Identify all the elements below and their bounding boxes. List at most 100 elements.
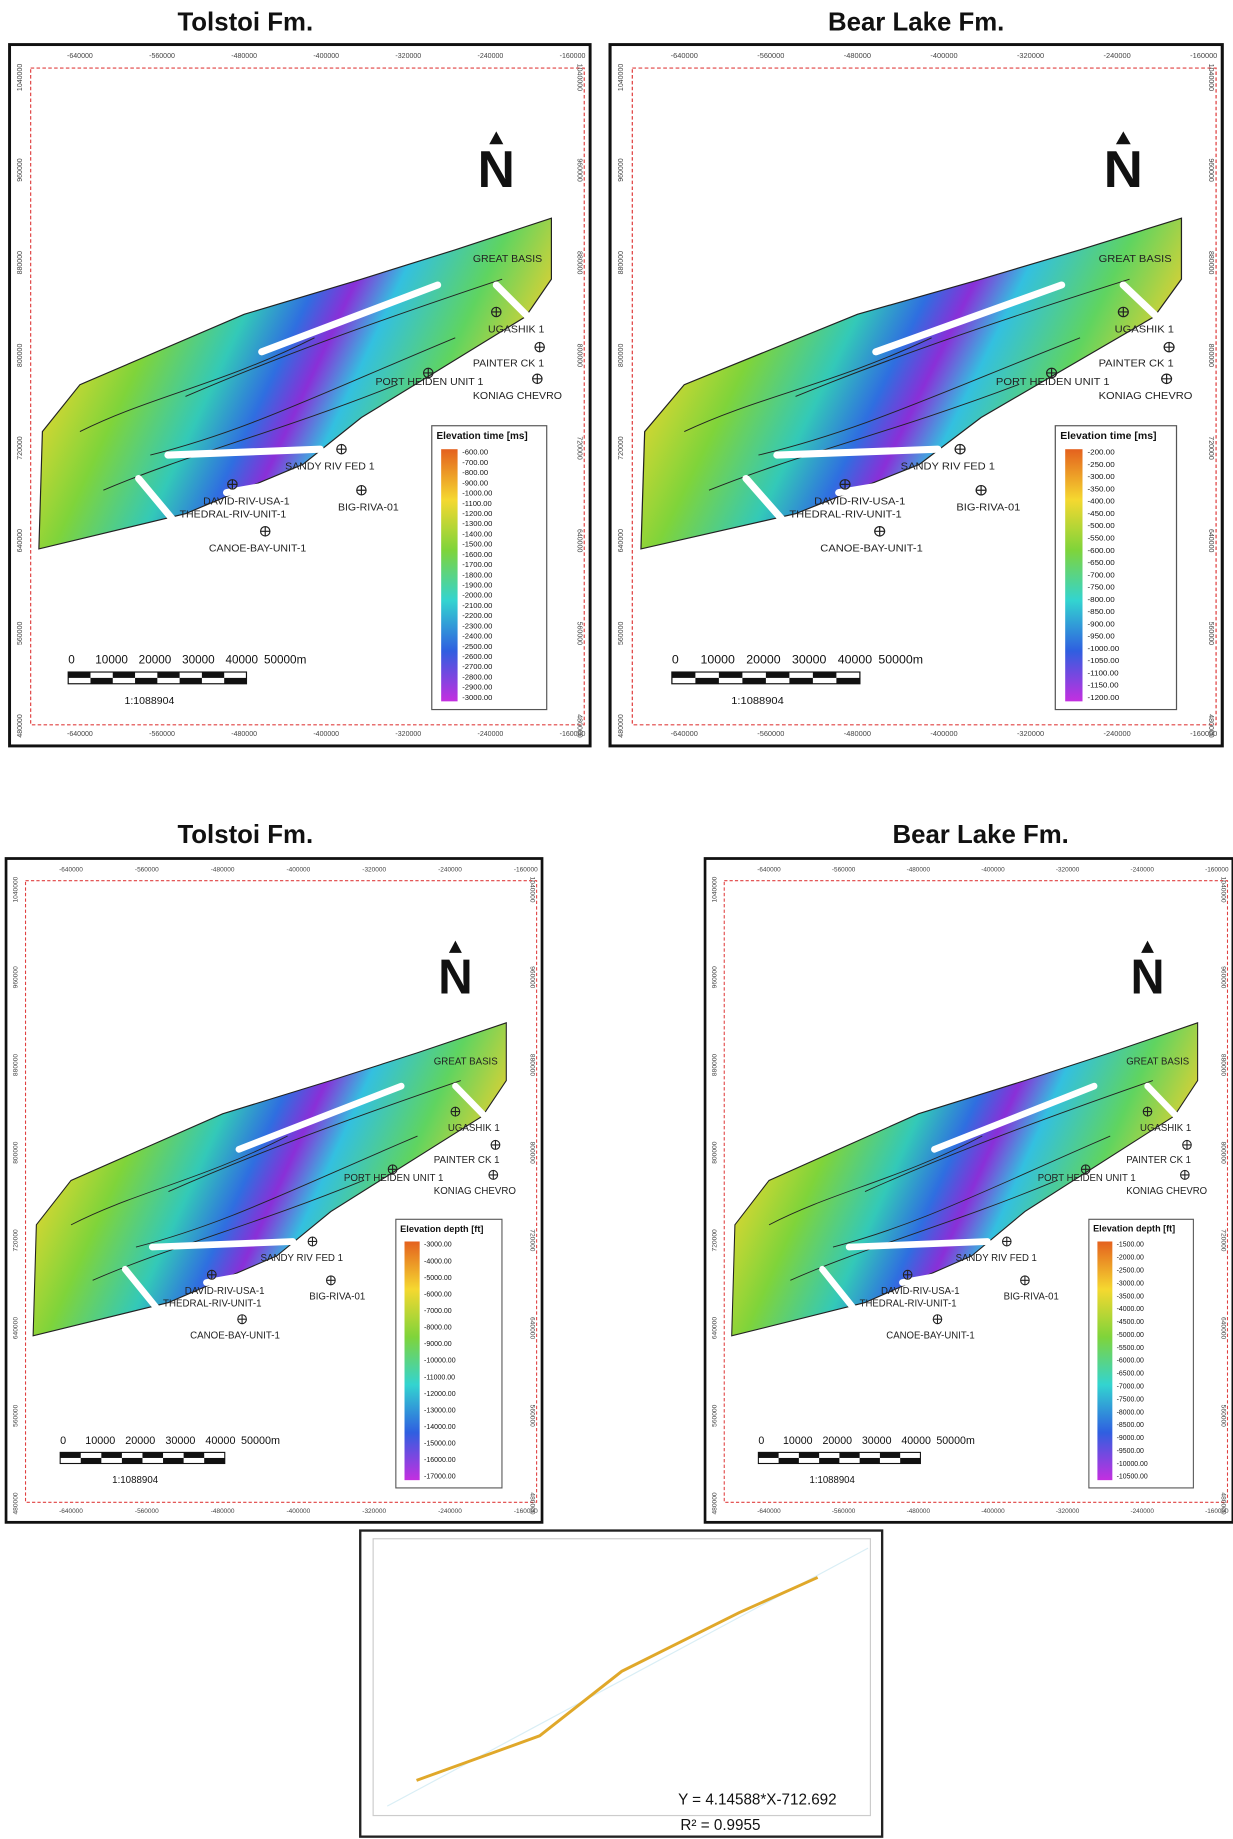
y-tick-label: 960000 xyxy=(17,158,24,182)
map-panel: -640000-640000-560000-560000-480000-4800… xyxy=(6,859,542,1523)
scale-label: 30000 xyxy=(165,1435,195,1447)
legend-value: -2900.00 xyxy=(462,683,492,692)
y-tick-label: 960000 xyxy=(576,158,583,182)
scale-label: 10000 xyxy=(700,653,735,667)
scale-label: 50000m xyxy=(241,1435,280,1447)
scale-bar xyxy=(184,1452,205,1458)
y-tick-label: 960000 xyxy=(13,966,20,989)
scale-label: 20000 xyxy=(125,1435,155,1447)
well-label: CANOE-BAY-UNIT-1 xyxy=(209,543,306,555)
x-tick-label: -160000 xyxy=(1190,51,1217,60)
legend-value: -1050.00 xyxy=(1087,656,1119,665)
y-tick-label: 960000 xyxy=(529,966,536,989)
legend-value: -1600.00 xyxy=(462,550,492,559)
well-label: BIG-RIVA-01 xyxy=(309,1292,365,1303)
well-label: DAVID-RIV-USA-1 xyxy=(814,496,905,508)
well-label: GREAT BASIS xyxy=(434,1056,498,1067)
well-label: SANDY RIV FED 1 xyxy=(901,461,995,473)
y-tick-label: 800000 xyxy=(711,1141,718,1164)
legend-title: Elevation time [ms] xyxy=(436,431,527,442)
y-tick-label: 640000 xyxy=(529,1317,536,1340)
scale-ratio: 1:1088904 xyxy=(810,1475,856,1486)
y-tick-label: 560000 xyxy=(1220,1405,1227,1428)
scale-bar xyxy=(839,1452,859,1458)
well-label: DAVID-RIV-USA-1 xyxy=(203,496,290,508)
legend-value: -6000.00 xyxy=(424,1290,452,1298)
scale-bar xyxy=(157,672,179,678)
well-label: SANDY RIV FED 1 xyxy=(285,461,375,473)
x-tick-label: -400000 xyxy=(313,53,339,60)
legend-value: -850.00 xyxy=(1087,607,1115,616)
y-tick-label: 720000 xyxy=(1207,436,1216,459)
y-tick-label: 480000 xyxy=(1207,714,1216,737)
y-tick-label: 480000 xyxy=(13,1492,20,1515)
y-tick-label: 1040000 xyxy=(1220,877,1227,903)
x-tick-label: -320000 xyxy=(395,731,421,738)
scale-bar xyxy=(163,1458,184,1464)
legend-value: -1500.00 xyxy=(1117,1242,1144,1249)
legend-value: -10000.00 xyxy=(424,1357,456,1365)
legend-value: -900.00 xyxy=(462,478,488,487)
x-tick-label: -320000 xyxy=(1056,866,1080,873)
y-tick-label: 480000 xyxy=(1220,1492,1227,1515)
well-label: BIG-RIVA-01 xyxy=(1004,1291,1059,1302)
legend-value: -6000.00 xyxy=(1117,1358,1144,1365)
legend-value: -200.00 xyxy=(1087,448,1115,457)
legend-value: -500.00 xyxy=(1087,521,1115,530)
legend-value: -2000.00 xyxy=(462,591,492,600)
y-tick-label: 1040000 xyxy=(576,64,583,91)
x-tick-label: -400000 xyxy=(313,731,339,738)
legend-value: -5000.00 xyxy=(1117,1332,1144,1339)
x-tick-label: -400000 xyxy=(930,51,957,60)
x-tick-label: -560000 xyxy=(135,1508,159,1515)
legend-value: -600.00 xyxy=(1087,546,1115,555)
scale-bar xyxy=(180,678,202,684)
scale-bar xyxy=(719,672,742,678)
well-label: KONIAG CHEVRO xyxy=(1099,390,1193,402)
y-tick-label: 800000 xyxy=(1220,1142,1227,1165)
x-tick-label: -240000 xyxy=(1130,1508,1154,1515)
x-tick-label: -480000 xyxy=(231,53,257,60)
x-tick-label: -240000 xyxy=(438,866,462,873)
legend-value: -9000.00 xyxy=(1117,1435,1144,1442)
y-tick-label: 640000 xyxy=(1207,529,1216,552)
y-tick-label: 560000 xyxy=(1207,622,1216,645)
y-tick-label: 720000 xyxy=(1220,1229,1227,1252)
color-bar xyxy=(405,1241,420,1480)
legend-value: -1800.00 xyxy=(462,570,492,579)
well-label: THEDRAL-RIV-UNIT-1 xyxy=(180,509,287,521)
scale-bar xyxy=(90,678,112,684)
scale-bar xyxy=(742,678,765,684)
y-tick-label: 640000 xyxy=(1220,1317,1227,1340)
well-label: KONIAG CHEVRO xyxy=(473,390,562,402)
north-label: N xyxy=(1104,141,1143,198)
legend-value: -12000.00 xyxy=(424,1390,456,1398)
legend-value: -5000.00 xyxy=(424,1274,452,1282)
legend-value: -2400.00 xyxy=(462,632,492,641)
scale-bar xyxy=(204,1458,225,1464)
y-tick-label: 640000 xyxy=(616,529,625,552)
y-tick-label: 480000 xyxy=(17,714,24,738)
y-tick-label: 720000 xyxy=(529,1229,536,1252)
color-bar xyxy=(1097,1241,1112,1480)
y-tick-label: 1040000 xyxy=(1207,64,1216,91)
x-tick-label: -320000 xyxy=(362,866,386,873)
scale-bar xyxy=(766,672,789,678)
map-panel: -640000-640000-560000-560000-480000-4800… xyxy=(705,859,1233,1523)
panel-title: Tolstoi Fm. xyxy=(177,821,313,849)
y-tick-label: 560000 xyxy=(13,1404,20,1427)
y-tick-label: 800000 xyxy=(17,344,24,368)
y-tick-label: 800000 xyxy=(13,1141,20,1164)
legend-value: -11000.00 xyxy=(424,1373,455,1381)
legend-value: -750.00 xyxy=(1087,583,1115,592)
y-tick-label: 960000 xyxy=(616,158,625,181)
legend-value: -9000.00 xyxy=(424,1340,452,1348)
y-tick-label: 720000 xyxy=(17,436,24,460)
legend-value: -8000.00 xyxy=(1117,1409,1144,1416)
x-tick-label: -400000 xyxy=(981,1508,1005,1515)
legend-value: -4000.00 xyxy=(424,1257,452,1265)
y-tick-label: 560000 xyxy=(711,1404,718,1427)
legend-value: -15000.00 xyxy=(424,1440,456,1448)
scale-bar xyxy=(880,1452,900,1458)
legend-value: -2100.00 xyxy=(462,601,492,610)
